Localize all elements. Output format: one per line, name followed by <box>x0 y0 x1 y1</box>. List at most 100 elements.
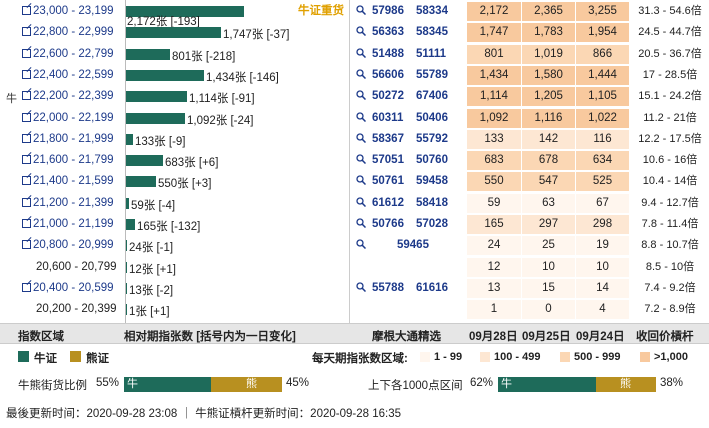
daily-count: 10 <box>521 257 575 277</box>
warrant-code[interactable]: 59465 <box>397 239 429 252</box>
header-ratio: 收回价槓杆 <box>636 331 694 343</box>
daily-count: 678 <box>521 151 575 171</box>
daily-count: 1 <box>467 300 521 320</box>
search-icon[interactable] <box>356 47 366 58</box>
search-icon[interactable] <box>356 197 366 207</box>
warrant-code[interactable]: 58334 <box>416 5 448 17</box>
range-link[interactable]: 22,600 - 22,799 <box>22 48 126 60</box>
leverage-range: 12.2 - 17.5倍 <box>638 132 702 145</box>
warrant-code[interactable]: 57986 <box>372 5 404 17</box>
search-icon[interactable] <box>356 5 366 15</box>
count-label: 59张 [-4] <box>131 199 176 212</box>
search-icon[interactable] <box>356 175 366 186</box>
warrant-code[interactable]: 58345 <box>416 26 448 39</box>
external-link-icon <box>22 155 31 165</box>
range-link[interactable]: 22,800 - 22,999 <box>22 26 126 38</box>
external-link-icon <box>22 240 31 250</box>
warrant-code[interactable]: 50766 <box>372 218 404 230</box>
warrant-code[interactable]: 55792 <box>416 132 448 145</box>
warrant-code[interactable]: 56606 <box>372 68 404 81</box>
table-row: 21,400 - 21,599 550张 [+3] 50761 59458 550 547… <box>0 172 709 192</box>
daily-count: 67 <box>575 193 629 213</box>
warrant-code[interactable]: 58418 <box>416 196 448 209</box>
header-date-2: 09月25日 <box>522 331 571 343</box>
warrant-code[interactable]: 67406 <box>416 90 448 103</box>
warrant-code[interactable]: 55788 <box>372 281 404 294</box>
range-link[interactable]: 21,600 - 21,799 <box>22 154 126 166</box>
warrant-code[interactable]: 50406 <box>416 111 448 124</box>
daily-count: 683 <box>467 151 521 171</box>
bear-swatch <box>70 351 81 362</box>
daily-count: 4 <box>575 300 629 320</box>
warrant-code[interactable]: 61616 <box>416 281 448 294</box>
daily-count: 1,105 <box>575 87 629 107</box>
daily-count: 13 <box>467 278 521 298</box>
leverage-range: 17 - 28.5倍 <box>642 68 698 81</box>
daily-count: 1,116 <box>521 108 575 128</box>
warrant-code[interactable]: 50760 <box>416 154 448 167</box>
search-icon[interactable] <box>356 90 366 101</box>
range-link[interactable]: 22,000 - 22,199 <box>22 112 126 124</box>
header-date-1: 09月28日 <box>469 331 518 343</box>
search-icon[interactable] <box>356 133 366 143</box>
count-bar <box>126 112 185 124</box>
count-label: 12张 [+1] <box>129 263 176 276</box>
warrant-code[interactable]: 55789 <box>416 68 448 81</box>
update-footer: 最後更新时间：2020-09-28 23:08 ｜ 牛熊证槓杆更新时间：2020… <box>6 408 401 420</box>
table-row: 23,000 - 23,199 2,172张 [-193] 57986 58334 2,… <box>0 2 709 28</box>
warrant-code[interactable]: 50761 <box>372 175 404 188</box>
warrant-code[interactable]: 50272 <box>372 90 404 103</box>
table-row: 22,400 - 22,599 1,434张 [-146] 56606 55789 1,… <box>0 65 709 85</box>
daily-count: 1,019 <box>521 44 575 64</box>
range-link[interactable]: 22,200 - 22,399 <box>22 90 126 102</box>
search-icon[interactable] <box>356 218 366 228</box>
warrant-code[interactable]: 56363 <box>372 26 404 39</box>
range-text: 21,000 - 21,199 <box>33 218 114 230</box>
count-label: 1,434张 [-146] <box>206 71 279 84</box>
daily-count: 298 <box>575 215 629 234</box>
search-icon[interactable] <box>356 239 366 250</box>
ratio-a-bull-fill: 牛 <box>124 377 211 392</box>
range-link[interactable]: 23,000 - 23,199 <box>22 5 126 17</box>
warrant-code[interactable]: 58367 <box>372 132 404 145</box>
range-link[interactable]: 21,800 - 21,999 <box>22 133 126 145</box>
range-text: 20,200 - 20,399 <box>36 303 117 316</box>
table-row: 牛 22,200 - 22,399 1,114张 [-91] 50272 67406 1,… <box>0 87 709 107</box>
daily-count: 1,092 <box>467 108 521 128</box>
count-bar <box>126 219 135 230</box>
external-link-icon <box>22 6 31 15</box>
leverage-range: 15.1 - 24.2倍 <box>638 90 702 103</box>
search-icon[interactable] <box>356 154 366 165</box>
range-link[interactable]: 20,400 - 20,599 <box>22 282 126 294</box>
range-link[interactable]: 21,400 - 21,599 <box>22 175 126 187</box>
warrant-code[interactable]: 51488 <box>372 47 404 60</box>
leverage-range: 24.5 - 44.7倍 <box>638 26 702 39</box>
ratio-bars: 牛熊街货比例 55% 牛 熊 45% 上下各1000点区间 62% 牛 熊 38… <box>0 371 709 397</box>
count-bar <box>126 27 221 39</box>
search-icon[interactable] <box>356 26 366 37</box>
daily-count: 1,783 <box>521 23 575 43</box>
leverage-range: 10.6 - 16倍 <box>642 154 698 167</box>
table-row: 22,800 - 22,999 1,747张 [-37] 56363 58345 1,7… <box>0 23 709 43</box>
header-date-3: 09月24日 <box>576 331 625 343</box>
search-icon[interactable] <box>356 282 366 292</box>
external-link-icon <box>22 282 31 292</box>
warrant-code[interactable]: 59458 <box>416 175 448 188</box>
warrant-code[interactable]: 51111 <box>416 47 447 60</box>
warrant-code[interactable]: 61612 <box>372 196 404 209</box>
daily-count: 133 <box>467 129 521 149</box>
search-icon[interactable] <box>356 69 366 79</box>
range-link[interactable]: 22,400 - 22,599 <box>22 69 126 81</box>
range-link[interactable]: 21,200 - 21,399 <box>22 197 126 209</box>
table-row: 20,400 - 20,599 13张 [-2] 55788 61616 13 15 14 7… <box>0 278 709 298</box>
warrant-code[interactable]: 57051 <box>372 154 404 167</box>
warrant-code[interactable]: 57028 <box>416 218 448 230</box>
table-row: 20,600 - 20,799 12张 [+1] 12 10 10 8.5 - 10倍 <box>0 257 709 277</box>
range-text: 22,000 - 22,199 <box>33 111 114 124</box>
warrant-code[interactable]: 60311 <box>372 111 404 124</box>
range-link[interactable]: 20,800 - 20,999 <box>22 239 126 251</box>
ratio-a-bear-fill: 熊 <box>211 377 282 392</box>
range-link[interactable]: 21,000 - 21,199 <box>22 218 126 230</box>
search-icon[interactable] <box>356 111 366 122</box>
daily-count: 63 <box>521 193 575 213</box>
